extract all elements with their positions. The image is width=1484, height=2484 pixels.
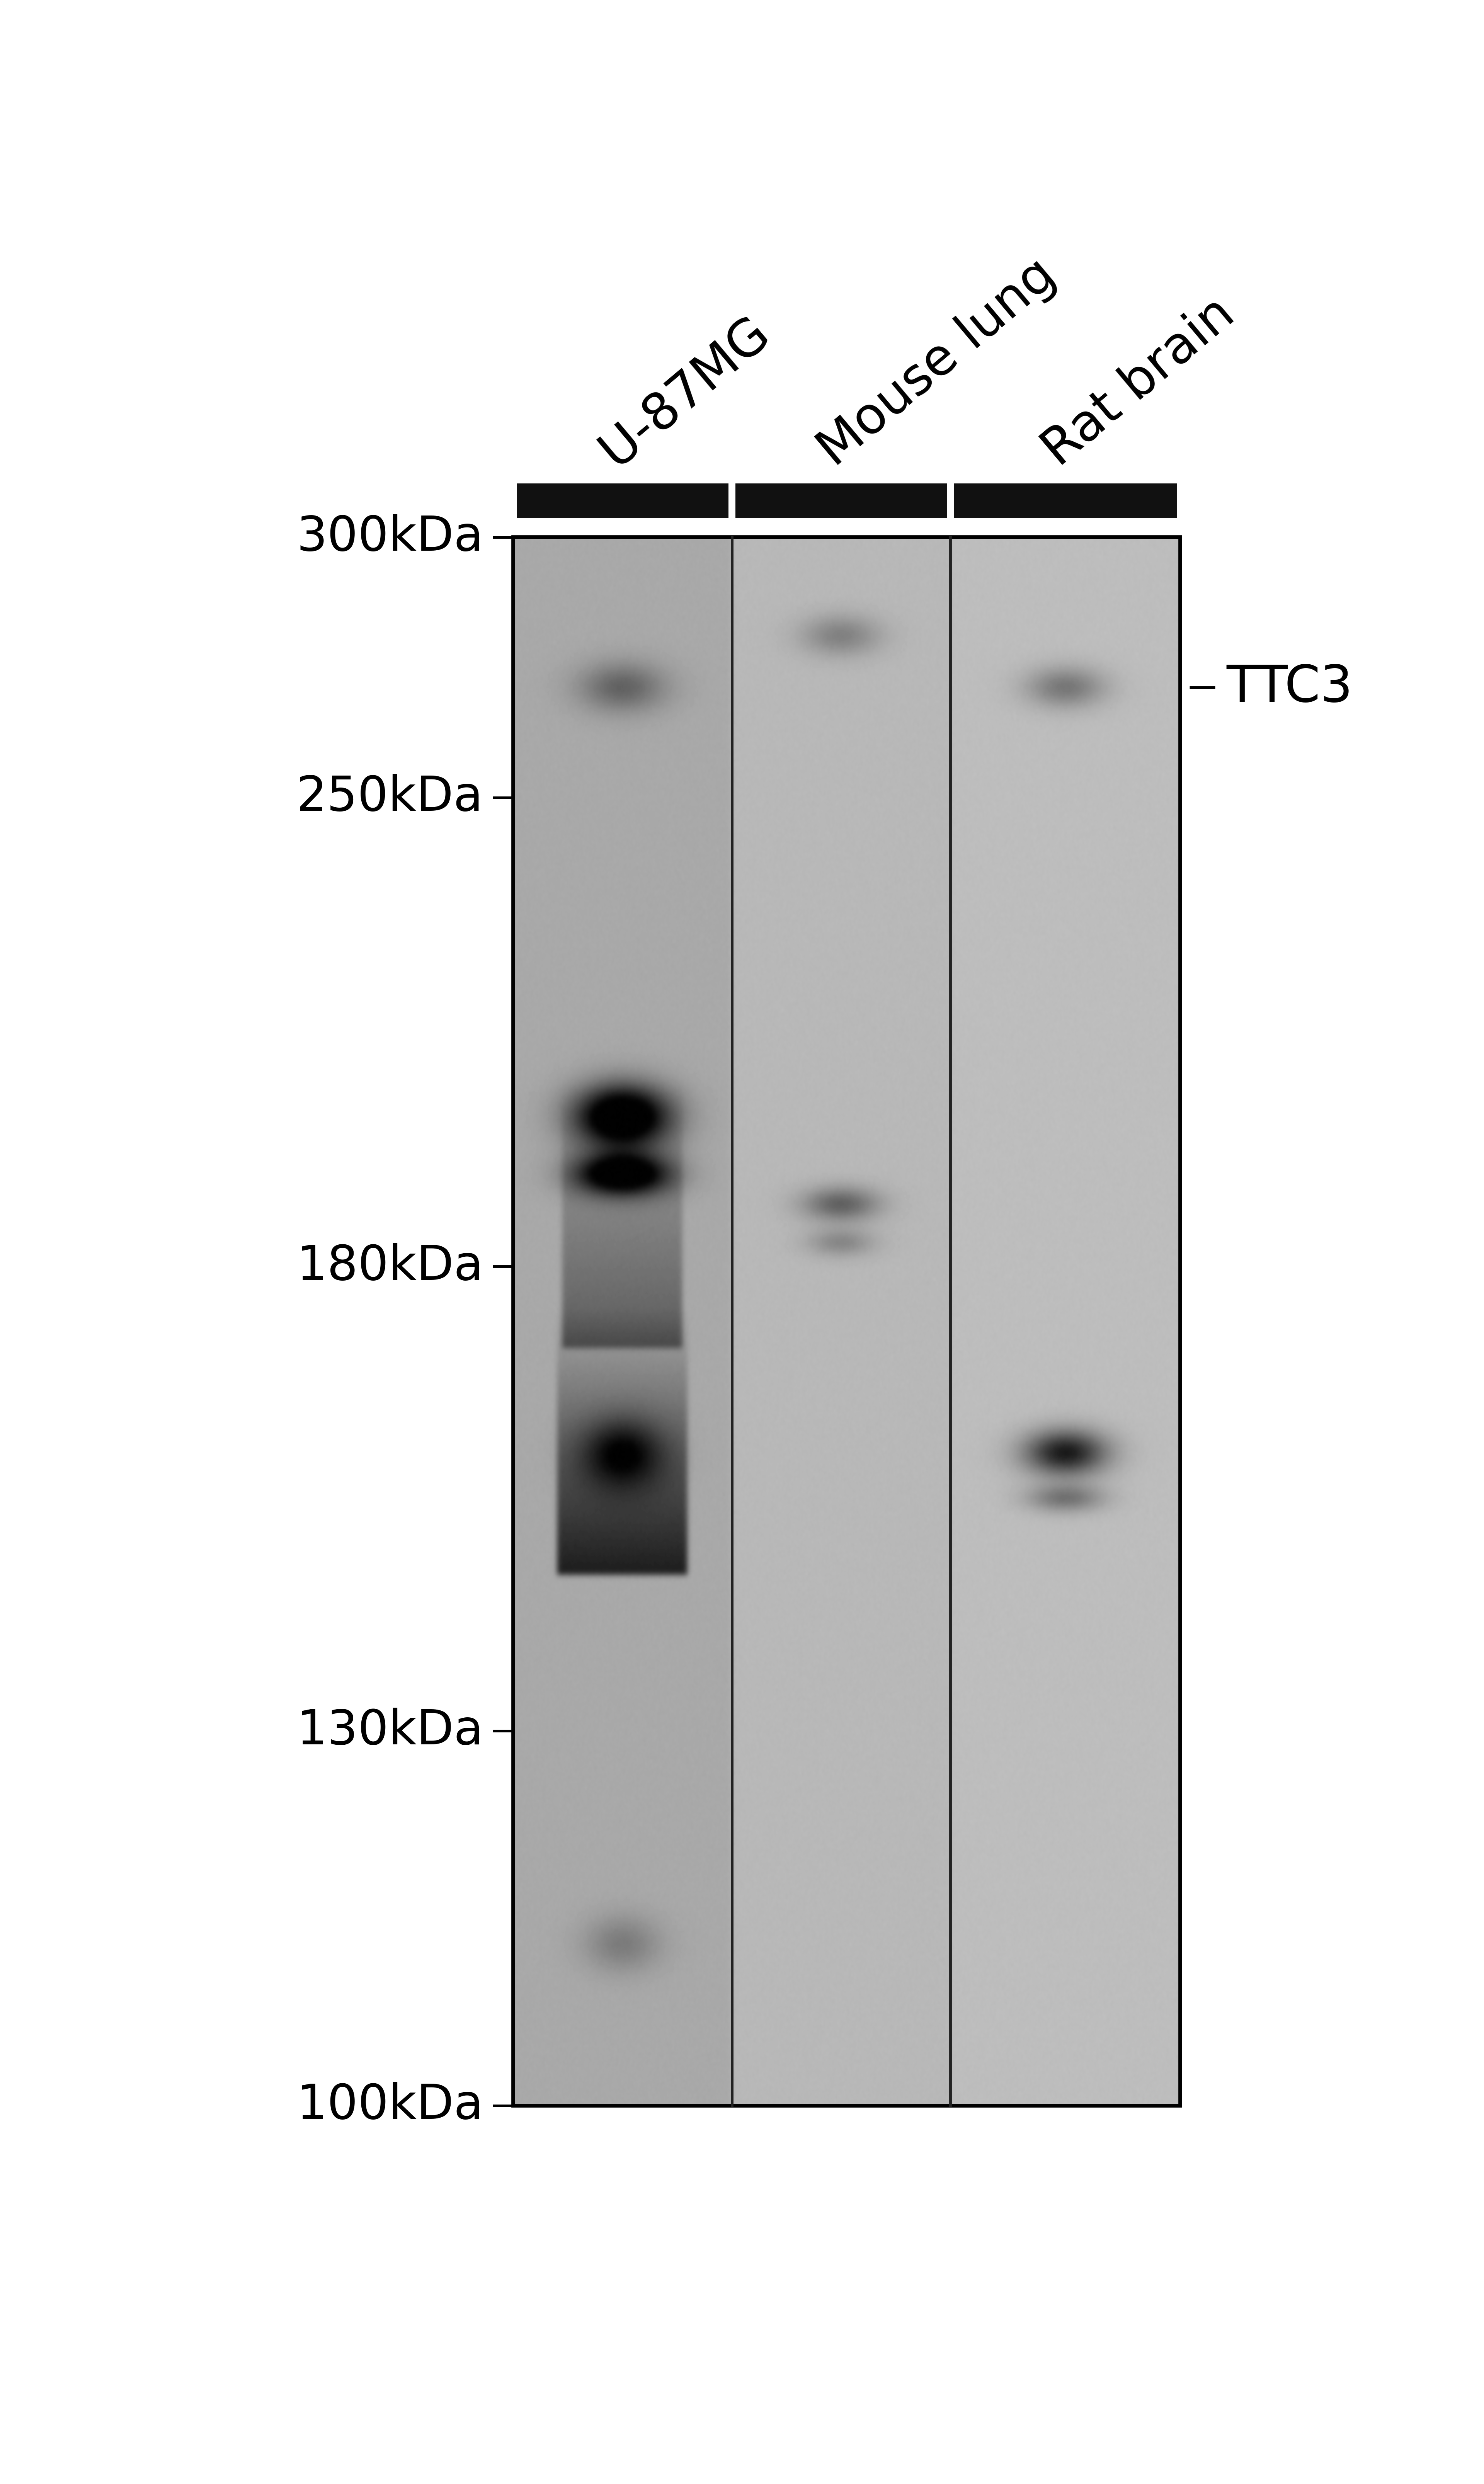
- Text: U-87MG: U-87MG: [591, 308, 779, 477]
- Text: TTC3: TTC3: [1226, 663, 1353, 713]
- Bar: [954, 484, 1177, 519]
- Text: 130kDa: 130kDa: [297, 1707, 484, 1754]
- Bar: [735, 484, 947, 519]
- Text: 300kDa: 300kDa: [297, 514, 484, 561]
- Text: Rat brain: Rat brain: [1034, 288, 1244, 477]
- Bar: [516, 484, 729, 519]
- Text: 100kDa: 100kDa: [297, 2082, 484, 2129]
- Text: 180kDa: 180kDa: [297, 1242, 484, 1289]
- Text: 250kDa: 250kDa: [297, 775, 484, 820]
- Bar: [513, 537, 1180, 2106]
- Text: Mouse lung: Mouse lung: [809, 251, 1066, 477]
